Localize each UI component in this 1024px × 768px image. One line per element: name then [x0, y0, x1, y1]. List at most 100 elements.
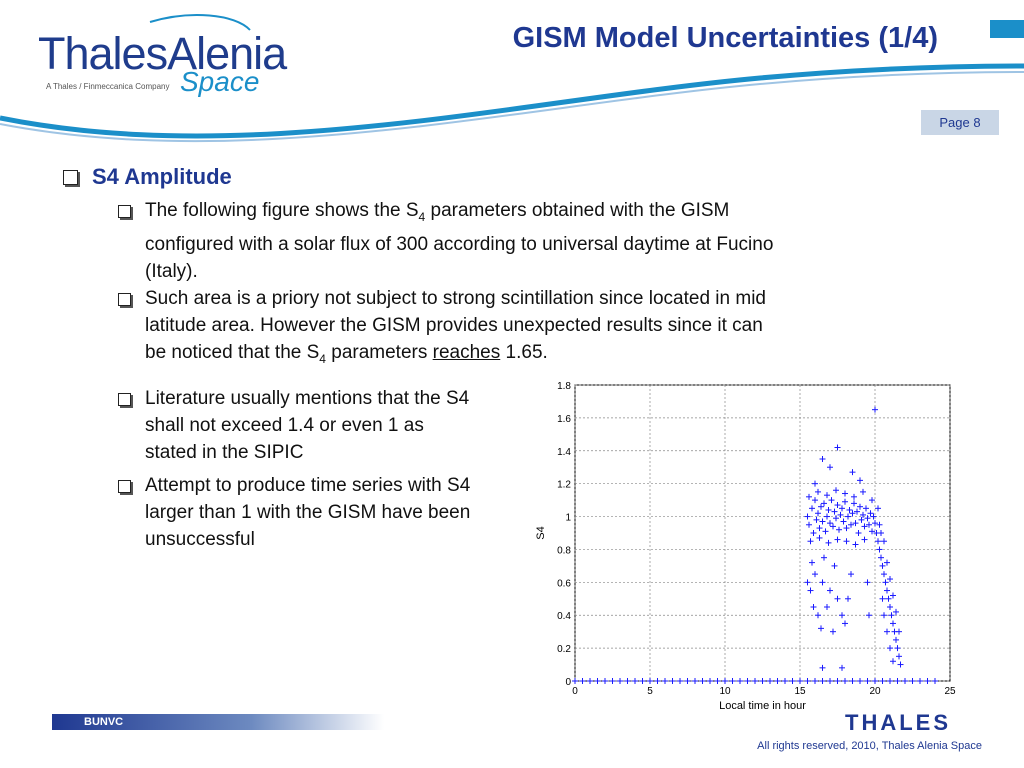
data-point	[816, 525, 823, 532]
y-tick-label: 1.8	[557, 381, 571, 392]
data-point	[894, 678, 901, 684]
data-point	[827, 520, 833, 527]
data-point	[824, 604, 830, 610]
data-point	[852, 520, 859, 527]
data-point	[594, 678, 601, 684]
x-tick-label: 10	[719, 686, 731, 697]
data-point	[837, 511, 844, 518]
bullet-line: The following figure shows the S4 parame…	[145, 200, 730, 224]
data-point	[737, 678, 743, 684]
x-axis-label: Local time in hour	[719, 700, 806, 712]
data-point	[887, 604, 893, 610]
bullet-line: Literature usually mentions that the S4	[145, 388, 470, 409]
data-point	[806, 521, 812, 528]
data-point	[878, 530, 884, 536]
data-point	[897, 661, 904, 668]
data-point	[879, 562, 886, 569]
data-point	[669, 678, 676, 684]
data-point	[849, 678, 856, 684]
data-point	[833, 515, 839, 522]
bullet-line: be noticed that the S4 parameters reache…	[145, 342, 548, 366]
data-point	[809, 559, 815, 566]
data-point	[587, 678, 593, 684]
data-point	[789, 678, 796, 684]
logo-space: Space	[180, 66, 260, 97]
data-point	[842, 498, 848, 505]
data-point	[729, 678, 736, 684]
data-point	[890, 620, 896, 627]
data-point	[647, 678, 653, 684]
data-point	[860, 488, 866, 495]
bullet-line: configured with a solar flux of 300 acco…	[145, 233, 774, 255]
y-tick-label: 1.2	[557, 480, 571, 491]
data-point	[866, 612, 872, 619]
data-point	[876, 521, 883, 528]
data-point	[774, 678, 781, 684]
data-point	[917, 678, 923, 684]
data-point	[864, 515, 871, 522]
data-point	[881, 571, 887, 578]
checkbox-bullet-icon	[118, 480, 131, 493]
data-point	[821, 554, 827, 561]
data-point	[845, 513, 851, 520]
data-point	[845, 595, 851, 602]
data-point	[824, 513, 830, 520]
data-point	[858, 516, 865, 523]
bullet-item: The following figure shows the S4 parame…	[118, 197, 918, 285]
data-point	[896, 628, 902, 635]
data-point	[830, 628, 836, 635]
data-point	[602, 678, 608, 684]
header-swoosh	[0, 14, 1024, 143]
checkbox-bullet-icon	[118, 393, 131, 406]
main-bullet: S4 Amplitude	[63, 164, 232, 190]
data-point	[885, 595, 892, 602]
slide-title: GISM Model Uncertainties (1/4)	[512, 22, 938, 54]
data-point	[876, 546, 883, 553]
data-point	[579, 678, 586, 684]
data-point	[822, 528, 829, 535]
bullet-line: latitude area. However the GISM provides…	[145, 315, 763, 336]
y-tick-label: 0	[565, 677, 571, 688]
data-point	[890, 658, 896, 665]
data-point	[809, 505, 815, 512]
data-point	[848, 571, 854, 578]
page-number: Page 8	[921, 110, 999, 135]
x-tick-label: 0	[572, 686, 578, 697]
data-point	[572, 678, 578, 684]
data-point	[819, 579, 826, 586]
data-point	[797, 678, 803, 684]
data-point	[744, 678, 751, 684]
x-tick-label: 15	[794, 686, 806, 697]
data-point	[842, 678, 848, 684]
data-point	[840, 518, 847, 525]
data-point	[843, 538, 850, 545]
data-point	[767, 678, 773, 684]
data-point	[722, 678, 728, 684]
data-point	[639, 678, 646, 684]
data-point	[849, 469, 856, 476]
data-point	[851, 500, 857, 507]
data-point	[864, 579, 871, 586]
data-point	[872, 520, 878, 527]
data-point	[632, 678, 638, 684]
data-point	[819, 664, 826, 671]
data-point	[827, 678, 833, 684]
checkbox-bullet-icon	[118, 205, 131, 218]
data-point	[810, 604, 817, 610]
data-point	[692, 678, 698, 684]
data-point	[804, 579, 811, 586]
data-point	[887, 576, 893, 583]
data-point	[812, 497, 818, 504]
data-point	[825, 506, 832, 513]
data-point	[807, 538, 814, 545]
data-point	[818, 625, 824, 632]
data-point	[759, 678, 766, 684]
data-point	[932, 678, 938, 684]
data-point	[812, 480, 818, 487]
data-point	[815, 612, 821, 619]
data-point	[857, 678, 863, 684]
data-point	[834, 678, 841, 684]
logo-tagline: A Thales / Finmeccanica Company	[46, 82, 170, 91]
x-tick-label: 5	[647, 686, 653, 697]
data-point	[902, 678, 908, 684]
